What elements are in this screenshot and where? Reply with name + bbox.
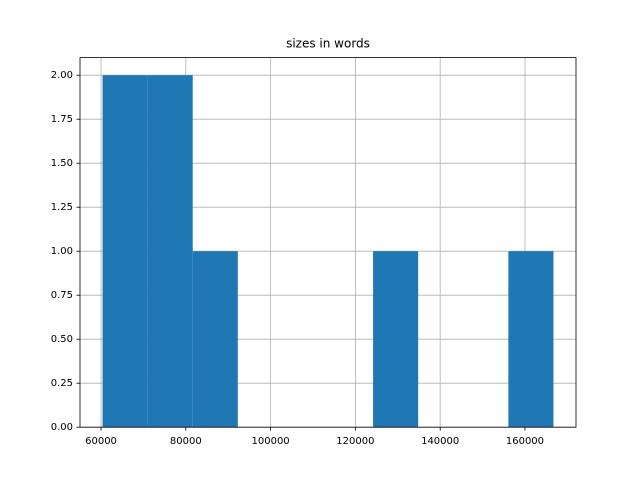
- bar: [373, 251, 419, 428]
- y-tick-label: 2.00: [51, 70, 73, 81]
- x-tick-label: 80000: [170, 436, 202, 447]
- axes-frame: [79, 57, 577, 428]
- x-tick-label: 60000: [85, 436, 117, 447]
- x-tick-label: 140000: [421, 436, 459, 447]
- y-tick-label: 0.25: [51, 378, 73, 389]
- y-tick-label: 1.50: [51, 158, 73, 169]
- x-tick-label: 120000: [336, 436, 374, 447]
- y-tick-label: 0.75: [51, 290, 73, 301]
- y-tick-label: 0.50: [51, 334, 73, 345]
- y-tick-label: 1.25: [51, 202, 73, 213]
- bar: [192, 251, 238, 428]
- y-tick-label: 1.00: [51, 246, 73, 257]
- bar: [102, 75, 148, 428]
- y-tick-label: 1.75: [51, 114, 73, 125]
- bar: [508, 251, 554, 428]
- bar: [147, 75, 193, 428]
- x-tick-label: 100000: [252, 436, 290, 447]
- y-tick-label: 0.00: [51, 422, 73, 433]
- x-tick-label: 160000: [506, 436, 544, 447]
- chart-title: sizes in words: [286, 37, 370, 51]
